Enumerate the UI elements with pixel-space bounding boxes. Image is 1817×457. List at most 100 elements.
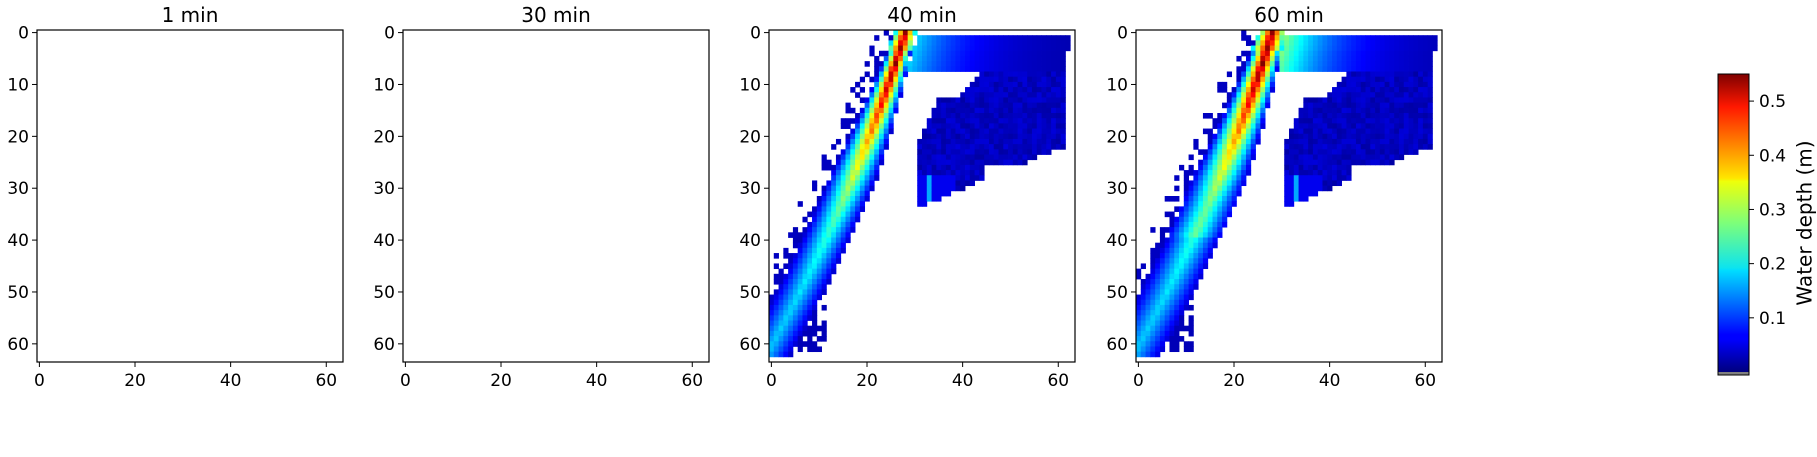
heatmap-cell [974, 170, 980, 176]
heatmap-cell [1427, 97, 1433, 104]
heatmap-cell [931, 40, 937, 46]
heatmap-cell [1198, 258, 1204, 264]
heatmap-cell [1351, 40, 1357, 46]
heatmap-cell [835, 138, 842, 145]
y-tick-label: 20 [7, 127, 29, 147]
heatmap-cell [1327, 159, 1333, 166]
heatmap-cell [1355, 113, 1362, 119]
heatmap-cell [1183, 325, 1189, 332]
heatmap-cell [1193, 263, 1199, 270]
heatmap-cell [883, 138, 889, 145]
heatmap-cell [1212, 144, 1218, 150]
heatmap-cell [1027, 138, 1033, 145]
heatmap-cell [1389, 40, 1395, 46]
heatmap-cell [926, 45, 932, 52]
heatmap-cell [1365, 76, 1371, 83]
heatmap-cell [788, 304, 794, 311]
heatmap-cell [1413, 133, 1419, 140]
heatmap-cell [1303, 113, 1309, 119]
heatmap-cell [1027, 45, 1033, 52]
heatmap-cell [1231, 107, 1237, 114]
heatmap-cell [802, 247, 808, 254]
heatmap-cell [826, 221, 832, 228]
heatmap-cell [1427, 113, 1433, 119]
heatmap-cell [931, 107, 937, 114]
heatmap-cell [1379, 144, 1386, 150]
heatmap-cell [1183, 289, 1189, 295]
heatmap-cell [1260, 87, 1266, 93]
heatmap-cell [974, 123, 980, 129]
heatmap-cell [850, 227, 856, 233]
heatmap-cell [1217, 113, 1223, 119]
heatmap-cell [969, 118, 975, 124]
heatmap-cell [988, 45, 995, 52]
heatmap-cell [1022, 97, 1028, 104]
heatmap-cell [1164, 242, 1170, 249]
heatmap-cell [1055, 45, 1062, 52]
heatmap-cell [816, 237, 822, 244]
heatmap-cell [1003, 102, 1009, 109]
heatmap-cell [1308, 144, 1314, 150]
heatmap-cell [1164, 289, 1170, 295]
heatmap-cell [1341, 92, 1347, 98]
heatmap-cell [922, 175, 928, 181]
heatmap-cell [1041, 97, 1047, 104]
heatmap-cell [1217, 118, 1223, 124]
heatmap-cell [1060, 133, 1066, 140]
heatmap-cell [1140, 289, 1146, 295]
heatmap-cell [1012, 144, 1019, 150]
heatmap-cell [1202, 190, 1209, 197]
heatmap-cell [826, 216, 832, 223]
heatmap-cell [1202, 211, 1209, 218]
heatmap-cell [922, 185, 928, 192]
heatmap-cell [1327, 118, 1333, 124]
heatmap-cell [1231, 201, 1237, 207]
heatmap-cell [821, 227, 827, 233]
heatmap-cell [1159, 294, 1166, 301]
heatmap-cell [988, 55, 995, 62]
heatmap-cell [1027, 144, 1033, 150]
axes-frame [36, 29, 344, 363]
heatmap-cell [1241, 81, 1247, 88]
heatmap-cell [893, 76, 899, 83]
heatmap-cell [1150, 351, 1156, 358]
heatmap-cell [1231, 190, 1237, 197]
heatmap-cell [792, 289, 799, 295]
heatmap-cell [855, 201, 861, 207]
heatmap-cell [1174, 315, 1180, 321]
heatmap-cell [1317, 164, 1323, 171]
heatmap-cell [1027, 97, 1033, 104]
heatmap-cell [1289, 196, 1295, 202]
heatmap-cell [869, 144, 875, 150]
heatmap-cell [988, 71, 995, 78]
heatmap-cell [1022, 81, 1028, 88]
heatmap-cell [1245, 50, 1252, 57]
heatmap-cell [1003, 76, 1009, 83]
heatmap-cell [1398, 107, 1405, 114]
heatmap-cell [993, 149, 999, 155]
heatmap-cell [1355, 61, 1362, 67]
heatmap-cell [859, 196, 866, 202]
heatmap-cell [807, 263, 813, 270]
heatmap-cell [917, 45, 923, 52]
heatmap-cell [1265, 40, 1271, 46]
heatmap-cell [1159, 284, 1166, 290]
heatmap-cell [1317, 61, 1323, 67]
heatmap-cell [1231, 133, 1237, 140]
heatmap-cell [1140, 284, 1146, 290]
heatmap-cell [1183, 247, 1189, 254]
heatmap-cell [1379, 40, 1386, 46]
heatmap-cell [826, 201, 832, 207]
heatmap-cell [1432, 40, 1438, 46]
heatmap-cell [988, 61, 995, 67]
heatmap-cell [931, 61, 937, 67]
heatmap-cell [1427, 123, 1433, 129]
heatmap-cell [993, 55, 999, 62]
heatmap-cell [1293, 196, 1299, 202]
heatmap-cell [1312, 190, 1319, 197]
heatmap-cell [1065, 40, 1071, 46]
heatmap-cell [797, 279, 803, 285]
heatmap-cell [1279, 30, 1285, 36]
heatmap-cell [1351, 66, 1357, 72]
